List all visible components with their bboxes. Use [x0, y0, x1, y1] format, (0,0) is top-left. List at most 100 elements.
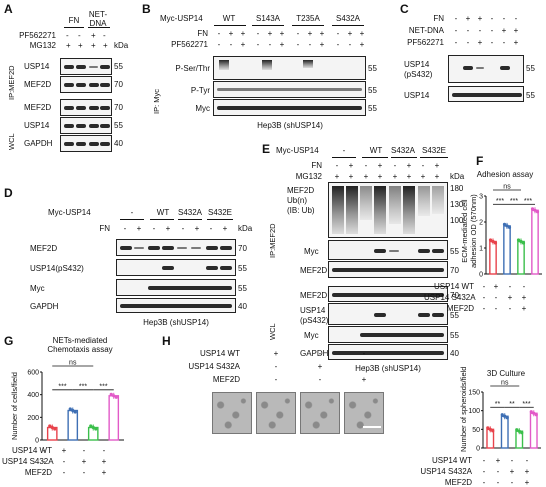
h-sig-label-0: ** — [495, 401, 501, 408]
cell-line-d: Hep3B (shUSP14) — [143, 318, 209, 327]
h-img-val-r0-0: - — [230, 349, 234, 358]
g-bar-3 — [108, 395, 120, 441]
h-point-3-1 — [532, 411, 536, 415]
g-row-val-r1-3: + — [101, 457, 107, 466]
g-row-label-1: USP14 S432A — [2, 457, 54, 466]
h-img-val-r1-0: - — [230, 362, 234, 371]
f-row-val-r2-1: - — [494, 304, 498, 313]
f-row-label-0: USP14 WT — [433, 282, 474, 291]
d-fn-val-2: - — [152, 224, 156, 233]
d-fn-val-3: + — [165, 224, 171, 233]
g-point-1-1 — [71, 408, 75, 413]
h-img-val-r2-1: - — [274, 375, 278, 384]
h-point-1-0 — [500, 413, 504, 417]
h-ytick-label-3: 150 — [468, 390, 480, 397]
c-val-r1-5: + — [513, 26, 519, 35]
f-ytick-label-1: 1 — [479, 246, 483, 253]
b-fn-val-2: + — [240, 29, 246, 38]
e-fn-val-0: - — [335, 161, 339, 170]
e-mg-val-3: + — [377, 172, 383, 181]
blot-e-gapdh — [328, 344, 448, 360]
e-mg-val-0: + — [334, 172, 340, 181]
e-fn-val-4: - — [393, 161, 397, 170]
cell-line-b: Hep3B (shUSP14) — [257, 121, 323, 130]
f-point-2-2 — [521, 241, 526, 245]
g-point-3-0 — [109, 392, 113, 396]
cell-line-e: Hep3B (shUSP14) — [355, 364, 421, 373]
f-point-3-0 — [530, 207, 535, 211]
g-row-val-r1-1: - — [62, 457, 66, 466]
blot-c-usp14 — [448, 86, 524, 102]
blot-a-usp14-ip — [60, 58, 112, 75]
h-row-val-r0-0: - — [482, 456, 486, 465]
f-point-2-1 — [519, 239, 523, 244]
e-mg-val-2: + — [363, 172, 369, 181]
e-mg-val-5: + — [406, 172, 412, 181]
f-point-0-2 — [493, 241, 498, 245]
h-bar-1 — [500, 415, 509, 449]
h-sig-label-1: ** — [509, 401, 515, 408]
blot-e-pusp14 — [328, 303, 448, 325]
d-fn-val-6: - — [209, 224, 213, 233]
b-pf-val-8: + — [319, 40, 325, 49]
h-row-val-r2-0: - — [482, 478, 486, 487]
f-point-3-2 — [535, 210, 540, 214]
h-point-3-2 — [534, 413, 538, 417]
panel-label-b: B — [142, 2, 151, 16]
g-sig-label-2: *** — [99, 383, 107, 390]
blot-d-gapdh — [116, 298, 236, 313]
c-val-r1-1: - — [466, 26, 470, 35]
g-sig-label-1: *** — [79, 383, 87, 390]
h-img-val-r0-3: - — [362, 349, 366, 358]
c-val-r0-2: + — [477, 14, 483, 23]
g-ytick-label-3: 600 — [27, 370, 39, 377]
d-fn-val-5: + — [194, 224, 200, 233]
row-mg132: MG132 — [29, 41, 56, 50]
b-pf-val-7: - — [308, 40, 312, 49]
blot-e-myc-ip — [328, 240, 448, 260]
e-fn-val-1: + — [348, 161, 354, 170]
h-row-val-r1-3: + — [524, 467, 530, 476]
chart-title-g: NETs-mediated Chemotaxis assay — [47, 336, 113, 354]
h-img-val-r0-2: - — [318, 349, 322, 358]
g-row-label-0: USP14 WT — [11, 446, 52, 455]
blot-a-gapdh — [60, 135, 112, 152]
blot-d-mef2d — [116, 239, 236, 256]
b-pf-val-3: - — [256, 40, 260, 49]
h-point-2-2 — [520, 431, 524, 435]
blot-d-myc — [116, 279, 236, 296]
row-pf562271: PF562271 — [19, 31, 56, 40]
h-point-2-1 — [517, 429, 521, 433]
b-fn-val-11: + — [359, 29, 365, 38]
h-point-0-1 — [488, 427, 492, 431]
blot-b-ptyr — [213, 81, 366, 98]
h-row-label-0: USP14 WT — [431, 456, 472, 465]
c-val-r2-3: - — [490, 38, 494, 47]
e-fn-val-3: + — [377, 161, 383, 170]
h-row-label-1: USP14 S432A — [420, 467, 472, 476]
blot-a-usp14-wcl — [60, 117, 112, 134]
f-point-2-0 — [516, 238, 521, 242]
panel-label-e: E — [262, 142, 271, 156]
blot-a-mef2d-ip — [60, 76, 112, 93]
h-point-2-0 — [515, 428, 519, 432]
g-row-val-r1-2: + — [81, 457, 87, 466]
h-img-val-r2-0: - — [230, 375, 234, 384]
g-point-1-2 — [73, 410, 77, 414]
panel-label-c: C — [400, 2, 409, 16]
g-row-val-r2-3: + — [101, 468, 107, 477]
blot-d-pusp14 — [116, 259, 236, 276]
c-val-r2-1: - — [466, 38, 470, 47]
f-row-val-r1-2: + — [507, 293, 513, 302]
g-point-0-1 — [50, 425, 54, 430]
h-point-1-1 — [503, 414, 507, 418]
e-fn-val-6: - — [421, 161, 425, 170]
blot-a-mef2d-wcl — [60, 99, 112, 116]
g-ytick-label-2: 400 — [27, 392, 39, 399]
f-point-3-1 — [533, 208, 537, 212]
panel-label-a: A — [4, 2, 13, 16]
h-row-val-r1-1: - — [496, 467, 500, 476]
g-row-val-r1-0: - — [42, 457, 46, 466]
e-mg-val-1: + — [348, 172, 354, 181]
